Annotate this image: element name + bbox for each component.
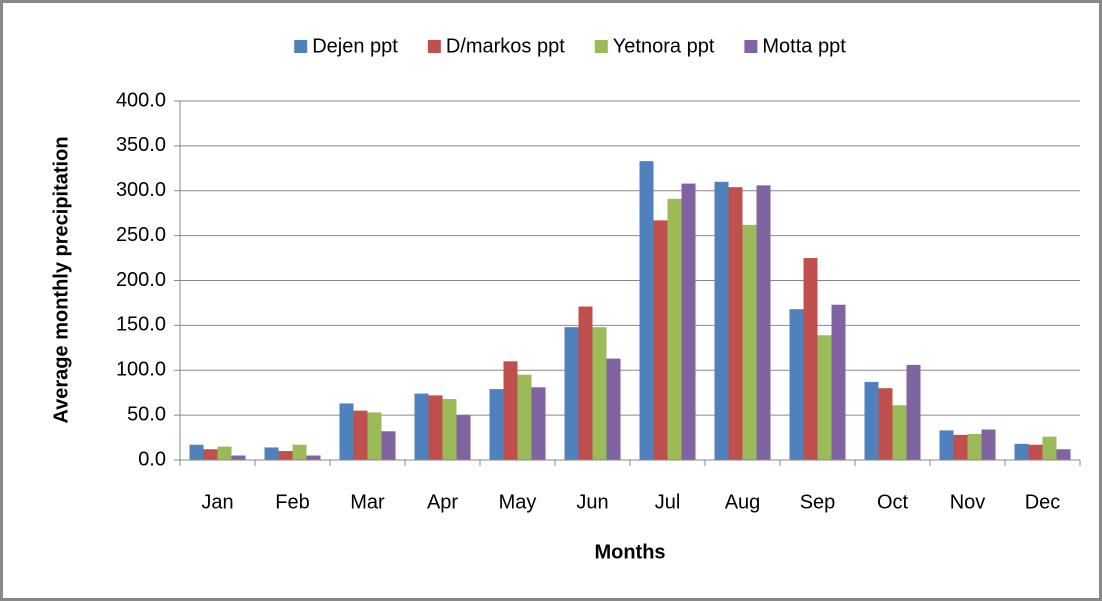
bar [864,381,879,460]
bar [967,433,982,460]
x-tick-label: Dec [1025,491,1061,513]
bar [292,444,307,460]
bar [728,187,743,460]
legend-label: D/markos ppt [446,35,565,57]
bar [653,220,668,460]
x-axis-title: Months [594,541,665,563]
y-axis-title: Average monthly precipitation [50,136,72,423]
y-tick-label: 350.0 [116,134,166,156]
bar [1042,436,1057,460]
bar [231,455,246,460]
bar [606,358,621,460]
bar [789,309,804,460]
y-tick-label: 200.0 [116,269,166,291]
x-tick-label: Nov [950,491,986,513]
x-tick-label: Oct [877,491,909,513]
y-tick-label: 150.0 [116,314,166,336]
x-tick-label: Jul [655,491,681,513]
bar [578,306,593,460]
legend-label: Motta ppt [762,35,846,57]
bar [381,431,396,460]
bar [217,446,232,460]
bar [906,364,921,460]
bar [953,434,968,460]
bar [203,449,218,460]
bar [503,361,518,460]
bar [639,161,654,460]
x-tick-label: Apr [427,491,458,513]
y-tick-label: 50.0 [127,403,166,425]
y-tick-label: 250.0 [116,224,166,246]
bar [264,447,279,460]
bar [1028,444,1043,460]
bar [428,395,443,460]
legend-swatch [427,40,441,53]
bar [892,405,907,460]
y-tick-label: 100.0 [116,359,166,381]
x-tick-label: Jan [201,491,233,513]
y-tick-label: 400.0 [116,89,166,111]
bar [564,327,579,460]
bar [878,388,893,460]
bar [667,198,682,460]
bar [756,185,771,461]
x-tick-label: Jun [576,491,608,513]
bar [817,335,832,460]
bar [681,183,696,460]
y-tick-label: 0.0 [138,448,166,470]
bar [803,258,818,460]
legend-label: Dejen ppt [312,35,398,57]
x-tick-label: Feb [275,491,309,513]
legend-swatch [594,40,608,53]
bar [353,410,368,460]
bar [306,455,321,460]
bar [592,327,607,460]
bar [742,224,757,460]
bar [831,304,846,460]
legend-label: Yetnora ppt [613,35,715,57]
x-tick-label: Sep [800,491,836,513]
x-tick-label: May [499,491,537,513]
bar [1056,449,1071,460]
bar [367,412,382,460]
bar [414,393,429,460]
bar [442,398,457,460]
bar [489,389,504,460]
bar [714,181,729,460]
bar [939,430,954,460]
bar [456,415,471,460]
bar [189,444,204,460]
bar [339,403,354,460]
legend-swatch [294,40,308,53]
legend-swatch [744,40,758,53]
bar [1014,443,1029,460]
bar [531,387,546,460]
y-tick-label: 300.0 [116,179,166,201]
x-tick-label: Mar [350,491,385,513]
bar [517,374,532,460]
bar [981,429,996,460]
x-tick-label: Aug [725,491,761,513]
bar [278,451,293,460]
